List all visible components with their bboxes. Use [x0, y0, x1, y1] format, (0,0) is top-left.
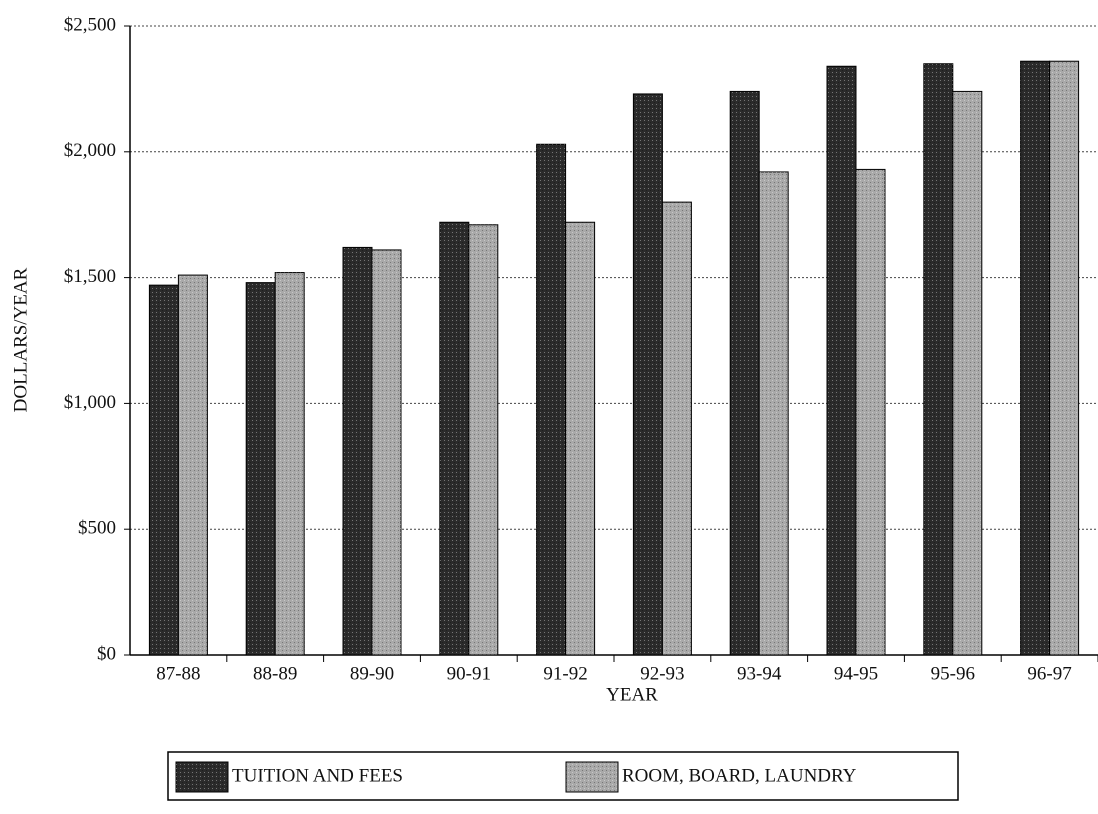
bar-texture: [536, 144, 566, 655]
bar-texture: [759, 171, 789, 656]
x-tick-label: 88-89: [253, 663, 297, 684]
x-tick-label: 92-93: [640, 663, 684, 684]
y-tick-label: $500: [78, 518, 116, 539]
bar-texture: [856, 169, 885, 656]
bar-texture: [343, 247, 372, 655]
x-axis-label: YEAR: [606, 684, 658, 705]
bar-texture: [730, 91, 760, 655]
x-tick-label: 91-92: [543, 663, 587, 684]
x-tick-label: 95-96: [931, 663, 975, 684]
y-axis-label: DOLLARS/YEAR: [10, 267, 31, 412]
bar-texture: [827, 66, 856, 656]
x-tick-label: 94-95: [834, 663, 878, 684]
y-tick-label: $2,000: [64, 140, 116, 161]
bar-texture: [952, 91, 982, 655]
legend-label: TUITION AND FEES: [232, 765, 403, 786]
y-tick-label: $0: [97, 643, 116, 664]
bar-texture: [1049, 61, 1079, 655]
legend-swatch-texture: [566, 762, 618, 792]
bar-texture: [662, 202, 692, 655]
x-tick-label: 90-91: [447, 663, 491, 684]
legend-box: [167, 751, 959, 801]
bar-texture: [246, 282, 276, 655]
bar-texture: [439, 222, 469, 656]
bar-texture: [275, 272, 305, 655]
bar-texture: [1020, 61, 1050, 655]
x-tick-label: 87-88: [156, 663, 200, 684]
legend-swatch-texture: [176, 762, 228, 792]
x-tick-label: 89-90: [350, 663, 394, 684]
bar-texture: [372, 249, 401, 655]
y-tick-label: $2,500: [64, 14, 116, 35]
bar-texture: [923, 63, 953, 656]
bar-texture: [565, 222, 595, 656]
bar-texture: [149, 285, 179, 655]
bar-texture: [178, 275, 208, 655]
x-tick-label: 93-94: [737, 663, 782, 684]
y-tick-label: $1,000: [64, 392, 116, 413]
legend-label: ROOM, BOARD, LAUNDRY: [622, 765, 857, 786]
bar-texture: [633, 93, 663, 655]
y-tick-label: $1,500: [64, 266, 116, 287]
bar-texture: [468, 224, 498, 656]
x-tick-label: 96-97: [1027, 663, 1071, 684]
